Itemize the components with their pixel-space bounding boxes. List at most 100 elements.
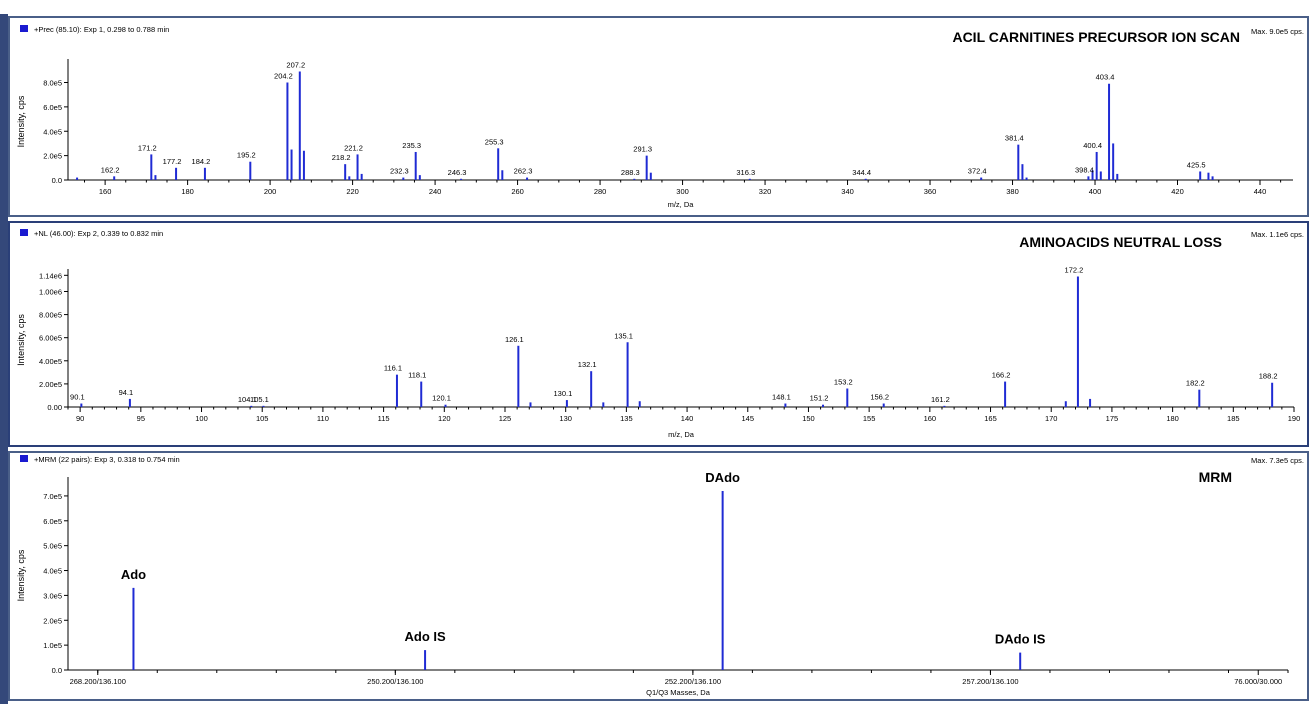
x-tick-label: 268.200/136.100 (70, 677, 126, 686)
y-tick-label: 4.0e5 (43, 567, 62, 576)
window-left-rail (0, 14, 8, 704)
x-tick-label: 140 (681, 414, 694, 423)
peak-mass-label: 90.1 (70, 393, 85, 402)
peak-mass-label: 116.1 (384, 364, 402, 373)
peak-mass-label: 94.1 (119, 388, 134, 397)
y-tick-label: 0.0 (52, 666, 62, 675)
peak-mass-label: 232.3 (390, 167, 409, 176)
peak-mass-label: 177.2 (163, 157, 182, 166)
peak-mass-label: 288.3 (621, 168, 640, 177)
x-tick-label: 100 (195, 414, 208, 423)
neutral-loss-chart: +NL (46.00): Exp 2, 0.339 to 0.832 min AM… (16, 229, 1304, 439)
x-tick-label: 180 (181, 187, 194, 196)
x-tick-label: 145 (742, 414, 755, 423)
peak-mass-label: 188.2 (1259, 372, 1278, 381)
x-tick-label: 320 (759, 187, 772, 196)
peak-mass-label: 195.2 (237, 151, 256, 160)
peak-name-label: DAdo IS (995, 632, 1046, 647)
precursor-ion-scan-chart: +Prec (85.10): Exp 1, 0.298 to 0.788 min… (16, 25, 1304, 209)
peak-mass-label: 148.1 (772, 393, 791, 402)
peak-mass-label: 316.3 (736, 168, 755, 177)
x-tick-label: 240 (429, 187, 442, 196)
chart-title: AMINOACIDS NEUTRAL LOSS (1019, 234, 1222, 250)
y-tick-label: 5.0e5 (43, 542, 62, 551)
x-tick-label: 105 (256, 414, 269, 423)
x-tick-label: 95 (137, 414, 145, 423)
peak-mass-label: 161.2 (931, 395, 950, 404)
x-tick-label: 160 (924, 414, 937, 423)
peak-mass-label: 403.4 (1096, 73, 1115, 82)
peak-mass-label: 182.2 (1186, 379, 1205, 388)
chart-header-text: +MRM (22 pairs): Exp 3, 0.318 to 0.754 m… (34, 455, 180, 464)
y-tick-label: 1.00e6 (39, 287, 62, 296)
x-tick-label: 135 (620, 414, 633, 423)
peak-mass-label: 120.1 (432, 394, 451, 403)
x-tick-label: 130 (559, 414, 572, 423)
peak-mass-label: 105.1 (250, 395, 269, 404)
peak-mass-label: 135.1 (614, 331, 633, 340)
y-tick-label: 2.0e5 (43, 152, 62, 161)
peak-mass-label: 344.4 (852, 168, 871, 177)
x-tick-label: 257.200/136.100 (962, 677, 1018, 686)
x-tick-label: 220 (346, 187, 359, 196)
chart-title: ACIL CARNITINES PRECURSOR ION SCAN (952, 29, 1240, 45)
peak-mass-label: 132.1 (578, 360, 597, 369)
x-tick-label: 380 (1006, 187, 1019, 196)
peak-mass-label: 104.1 (238, 395, 257, 404)
peak-mass-label: 425.5 (1187, 160, 1206, 169)
peak-mass-label: 172.2 (1065, 265, 1084, 274)
peak-mass-label: 381.4 (1005, 134, 1024, 143)
y-tick-label: 4.00e5 (39, 357, 62, 366)
x-tick-label: 420 (1171, 187, 1184, 196)
y-tick-label: 3.0e5 (43, 591, 62, 600)
chart-panel-neutral-loss[interactable]: +NL (46.00): Exp 2, 0.339 to 0.832 min AM… (8, 221, 1309, 447)
x-tick-label: 76.000/30.000 (1234, 677, 1282, 686)
x-tick-label: 175 (1106, 414, 1119, 423)
x-tick-label: 110 (317, 414, 329, 423)
y-tick-label: 6.00e5 (39, 334, 62, 343)
x-tick-label: 170 (1045, 414, 1058, 423)
x-tick-label: 360 (924, 187, 937, 196)
x-tick-label: 250.200/136.100 (367, 677, 423, 686)
y-axis-label: Intensity, cps (16, 95, 26, 147)
peak-name-label: Ado (121, 567, 146, 582)
x-tick-label: 300 (676, 187, 689, 196)
peak-mass-label: 171.2 (138, 143, 157, 152)
y-tick-label: 2.0e5 (43, 616, 62, 625)
peak-mass-label: 398.4 (1075, 165, 1094, 174)
y-tick-label: 8.00e5 (39, 311, 62, 320)
y-tick-label: 1.0e5 (43, 641, 62, 650)
header-marker-icon (20, 455, 28, 462)
peak-mass-label: 218.2 (332, 153, 351, 162)
x-tick-label: 150 (802, 414, 815, 423)
chart-panel-mrm[interactable]: +MRM (22 pairs): Exp 3, 0.318 to 0.754 m… (8, 451, 1309, 701)
chart-title: MRM (1199, 469, 1232, 485)
peak-mass-label: 130.1 (554, 389, 573, 398)
peak-mass-label: 262.3 (514, 167, 533, 176)
x-tick-label: 252.200/136.100 (665, 677, 721, 686)
peak-mass-label: 372.4 (968, 167, 987, 176)
peak-mass-label: 235.3 (402, 141, 421, 150)
y-tick-label: 1.14e6 (39, 271, 62, 280)
peak-mass-label: 162.2 (101, 165, 120, 174)
x-axis-label: m/z, Da (668, 200, 695, 209)
peak-mass-label: 207.2 (286, 61, 305, 70)
x-tick-label: 185 (1227, 414, 1240, 423)
x-tick-label: 340 (841, 187, 854, 196)
y-tick-label: 6.0e5 (43, 517, 62, 526)
peak-mass-label: 221.2 (344, 143, 363, 152)
peak-mass-label: 151.2 (810, 394, 829, 403)
y-tick-label: 4.0e5 (43, 127, 62, 136)
y-axis-label: Intensity, cps (16, 549, 26, 601)
chart-panel-precursor-scan[interactable]: +Prec (85.10): Exp 1, 0.298 to 0.788 min… (8, 16, 1309, 217)
x-tick-label: 165 (984, 414, 997, 423)
x-tick-label: 280 (594, 187, 607, 196)
peak-mass-label: 400.4 (1083, 141, 1102, 150)
x-tick-label: 155 (863, 414, 876, 423)
x-tick-label: 115 (378, 414, 390, 423)
header-marker-icon (20, 229, 28, 236)
x-tick-label: 440 (1254, 187, 1267, 196)
mrm-chart: +MRM (22 pairs): Exp 3, 0.318 to 0.754 m… (16, 455, 1304, 697)
y-tick-label: 0.0 (52, 176, 62, 185)
x-tick-label: 125 (499, 414, 512, 423)
